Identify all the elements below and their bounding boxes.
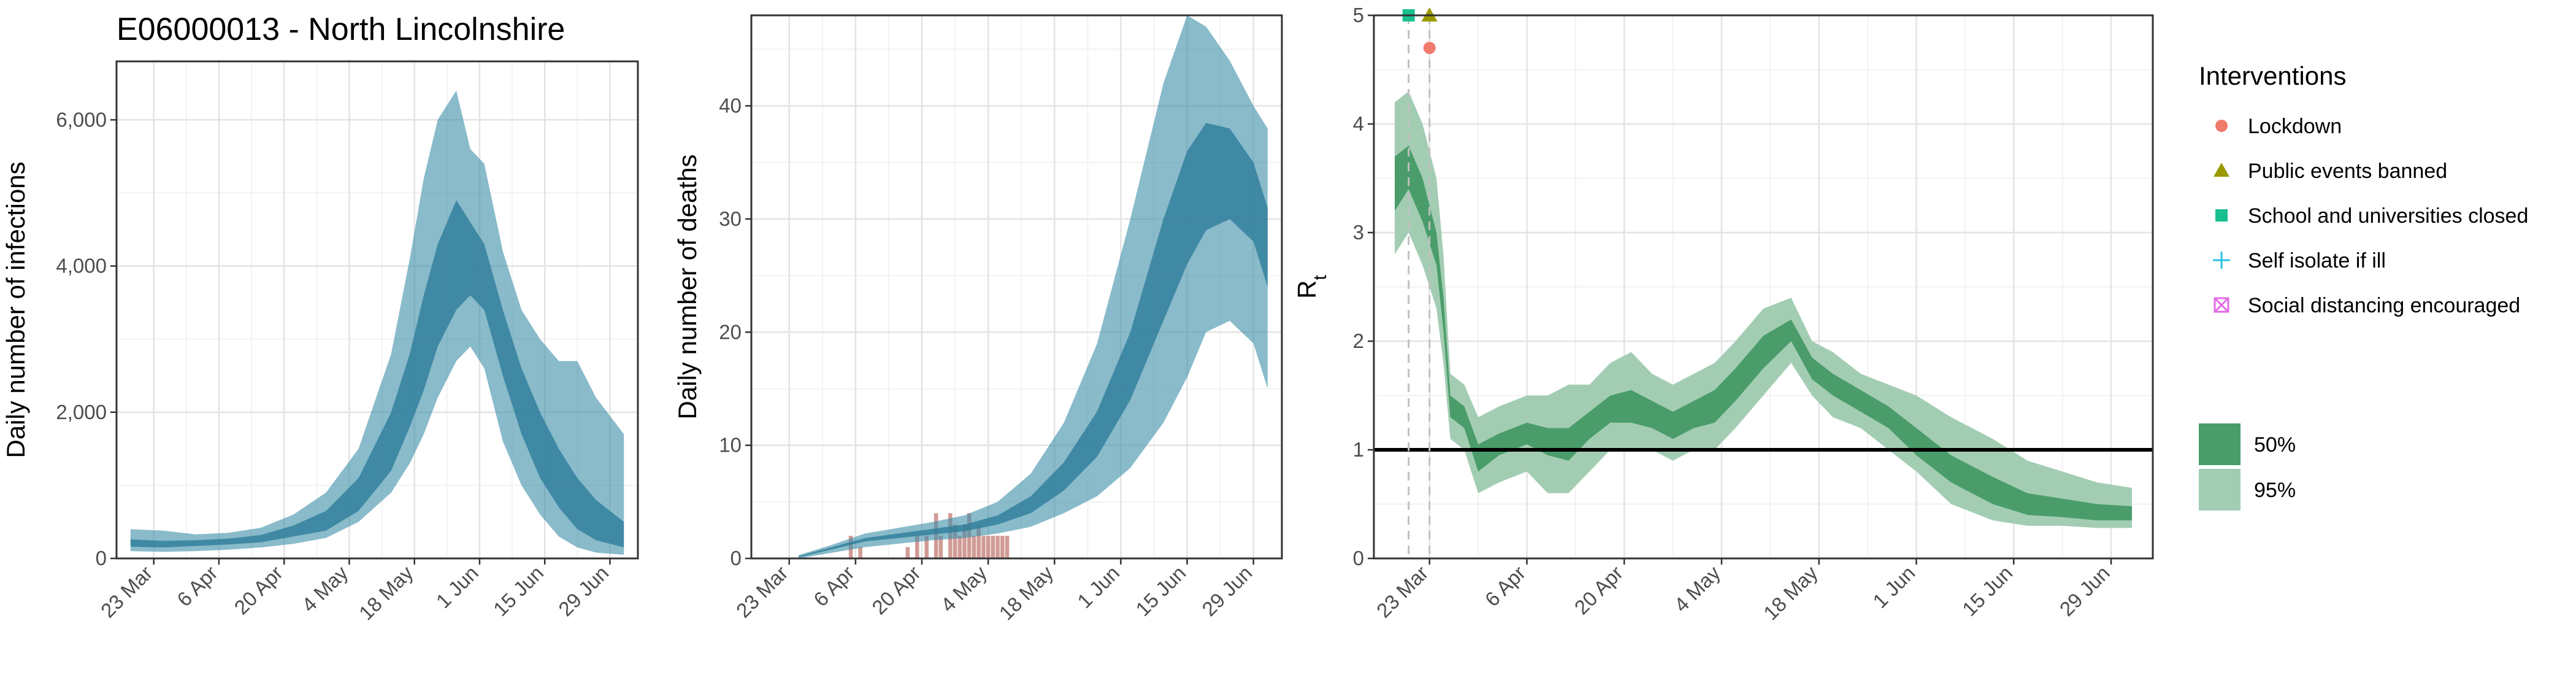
y-tick-label: 0 (1353, 547, 1364, 569)
ci-band-50pct (799, 123, 1268, 558)
legend-label: Self isolate if ill (2248, 249, 2386, 272)
observed-death-bar (1000, 536, 1005, 558)
observed-death-bar (858, 547, 862, 558)
observed-death-bar (905, 547, 910, 558)
legend: Interventions Lockdown Public events bann… (2199, 61, 2528, 511)
ci-band-95pct (1395, 91, 2132, 528)
y-tick-label: 4,000 (56, 255, 107, 277)
legend-label: Public events banned (2248, 160, 2447, 183)
legend-ci-label: 50% (2254, 433, 2296, 457)
legend-label: School and universities closed (2248, 204, 2528, 228)
legend-key-lockdown (2215, 120, 2228, 132)
y-axis-label: Daily number of infections (1, 161, 30, 458)
observed-death-bar (995, 536, 1000, 558)
observed-death-bar (991, 536, 995, 558)
y-tick-label: 10 (719, 434, 742, 457)
figure-title: E06000013 - North Lincolnshire (117, 12, 565, 47)
y-tick-label: 5 (1353, 4, 1364, 26)
ci-band-50pct (1395, 145, 2132, 520)
legend-ci-label: 95% (2254, 479, 2296, 502)
legend-label: Social distancing encouraged (2248, 294, 2520, 317)
observed-death-bar (953, 524, 957, 558)
observed-death-bar (957, 536, 962, 558)
panel-border (750, 14, 1283, 560)
ci-band-50pct (130, 200, 624, 548)
y-tick-label: 20 (719, 320, 742, 343)
legend-label: Lockdown (2248, 115, 2342, 138)
observed-death-bar (938, 536, 943, 558)
panel-border (1373, 14, 2154, 560)
observed-death-bar (915, 536, 919, 558)
observed-death-bar (976, 524, 981, 558)
legend-key-public-events (2214, 163, 2229, 177)
legend-key-social-distancing (2214, 297, 2229, 313)
observed-death-bar (981, 536, 986, 558)
y-tick-label: 1 (1353, 438, 1364, 461)
y-axis-label-subscript: t (1310, 275, 1330, 280)
y-tick-label: 30 (719, 207, 742, 230)
legend-key-social-distancing (2214, 297, 2229, 313)
y-tick-label: 3 (1353, 221, 1364, 244)
ci-band-95pct (799, 15, 1268, 558)
y-tick-label: 2 (1353, 330, 1364, 352)
observed-death-bar (1005, 536, 1010, 558)
panel-border (115, 60, 639, 560)
y-tick-label: 6,000 (56, 108, 107, 131)
y-tick-label: 40 (719, 95, 742, 117)
observed-death-bar (972, 536, 976, 558)
legend-ci-key (2199, 469, 2241, 511)
y-tick-label: 0 (730, 547, 742, 569)
legend-ci-key (2199, 423, 2241, 465)
y-tick-label: 2,000 (56, 401, 107, 423)
y-axis-label: Daily number of deaths (673, 155, 702, 420)
observed-death-bar (924, 536, 929, 558)
observed-death-bar (962, 524, 967, 558)
legend-title: Interventions (2199, 61, 2346, 90)
y-tick-label: 4 (1353, 112, 1364, 135)
intervention-marker-lockdown (1423, 42, 1436, 55)
legend-key-schools (2215, 209, 2228, 222)
observed-death-bar (986, 536, 991, 558)
y-tick-label: 0 (96, 547, 107, 569)
